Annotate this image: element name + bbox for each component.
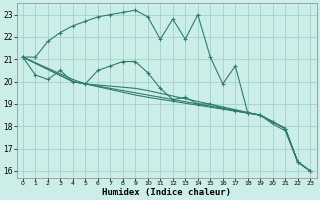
X-axis label: Humidex (Indice chaleur): Humidex (Indice chaleur)	[102, 188, 231, 197]
